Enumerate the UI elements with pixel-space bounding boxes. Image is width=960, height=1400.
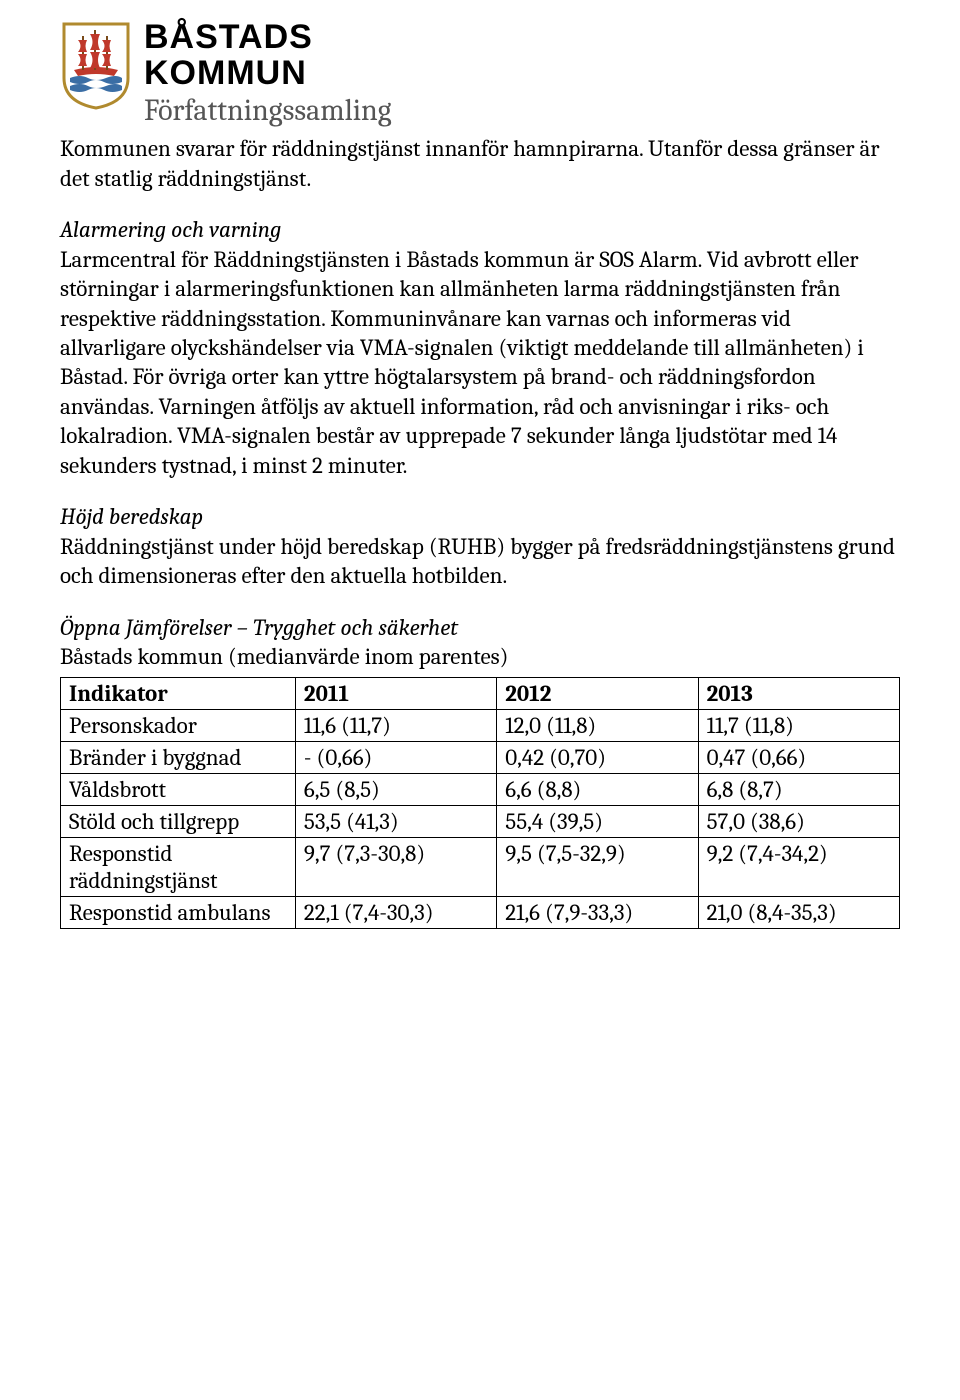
cell-value: 6,5 (8,5) <box>295 774 496 806</box>
col-2012: 2012 <box>497 678 698 710</box>
table-row: Responstid ambulans 22,1 (7,4-30,3) 21,6… <box>61 897 900 929</box>
body-alarmering: Larmcentral för Räddningstjänsten i Båst… <box>60 246 864 479</box>
table-header-row: Indikator 2011 2012 2013 <box>61 678 900 710</box>
cell-indicator: Bränder i byggnad <box>61 742 296 774</box>
heading-alarmering: Alarmering och varning <box>60 216 281 243</box>
municipal-crest-icon <box>60 20 132 110</box>
cell-indicator: Responstid räddningstjänst <box>61 838 296 897</box>
table-row: Personskador 11,6 (11,7) 12,0 (11,8) 11,… <box>61 710 900 742</box>
cell-indicator: Personskador <box>61 710 296 742</box>
brand-line2: KOMMUN <box>144 56 392 92</box>
table-row: Våldsbrott 6,5 (8,5) 6,6 (8,8) 6,8 (8,7) <box>61 774 900 806</box>
cell-indicator: Responstid ambulans <box>61 897 296 929</box>
cell-value: 9,7 (7,3-30,8) <box>295 838 496 897</box>
cell-value: 0,47 (0,66) <box>698 742 899 774</box>
cell-value: 0,42 (0,70) <box>497 742 698 774</box>
heading-beredskap: Höjd beredskap <box>60 503 203 530</box>
brand-line1: BÅSTADS <box>144 20 392 56</box>
cell-value: 9,5 (7,5-32,9) <box>497 838 698 897</box>
cell-value: 57,0 (38,6) <box>698 806 899 838</box>
brand-subtitle: Författningssamling <box>144 93 392 128</box>
cell-value: 21,6 (7,9-33,3) <box>497 897 698 929</box>
paragraph-alarmering: Alarmering och varning Larmcentral för R… <box>60 215 900 480</box>
cell-indicator: Stöld och tillgrepp <box>61 806 296 838</box>
table-row: Stöld och tillgrepp 53,5 (41,3) 55,4 (39… <box>61 806 900 838</box>
document-page: BÅSTADS KOMMUN Författningssamling Kommu… <box>0 0 960 969</box>
document-body: Kommunen svarar för räddningstjänst inna… <box>60 134 900 929</box>
cell-value: - (0,66) <box>295 742 496 774</box>
cell-value: 22,1 (7,4-30,3) <box>295 897 496 929</box>
cell-value: 9,2 (7,4-34,2) <box>698 838 899 897</box>
body-jamforelser: Båstads kommun (medianvärde inom parente… <box>60 643 508 670</box>
cell-value: 21,0 (8,4-35,3) <box>698 897 899 929</box>
table-body: Personskador 11,6 (11,7) 12,0 (11,8) 11,… <box>61 710 900 929</box>
cell-value: 53,5 (41,3) <box>295 806 496 838</box>
paragraph-beredskap: Höjd beredskap Räddningstjänst under höj… <box>60 502 900 590</box>
paragraph-intro: Kommunen svarar för räddningstjänst inna… <box>60 134 900 193</box>
cell-value: 12,0 (11,8) <box>497 710 698 742</box>
body-beredskap: Räddningstjänst under höjd beredskap (RU… <box>60 533 895 589</box>
heading-jamforelser: Öppna Jämförelser – Trygghet och säkerhe… <box>60 614 458 641</box>
col-indikator: Indikator <box>61 678 296 710</box>
cell-value: 11,7 (11,8) <box>698 710 899 742</box>
cell-value: 6,6 (8,8) <box>497 774 698 806</box>
cell-value: 6,8 (8,7) <box>698 774 899 806</box>
cell-value: 55,4 (39,5) <box>497 806 698 838</box>
table-row: Responstid räddningstjänst 9,7 (7,3-30,8… <box>61 838 900 897</box>
col-2011: 2011 <box>295 678 496 710</box>
table-row: Bränder i byggnad - (0,66) 0,42 (0,70) 0… <box>61 742 900 774</box>
brand-text-block: BÅSTADS KOMMUN Författningssamling <box>144 20 392 128</box>
indicator-table: Indikator 2011 2012 2013 Personskador 11… <box>60 677 900 929</box>
col-2013: 2013 <box>698 678 899 710</box>
letterhead: BÅSTADS KOMMUN Författningssamling <box>60 20 900 128</box>
cell-indicator: Våldsbrott <box>61 774 296 806</box>
paragraph-jamforelser: Öppna Jämförelser – Trygghet och säkerhe… <box>60 613 900 672</box>
cell-value: 11,6 (11,7) <box>295 710 496 742</box>
